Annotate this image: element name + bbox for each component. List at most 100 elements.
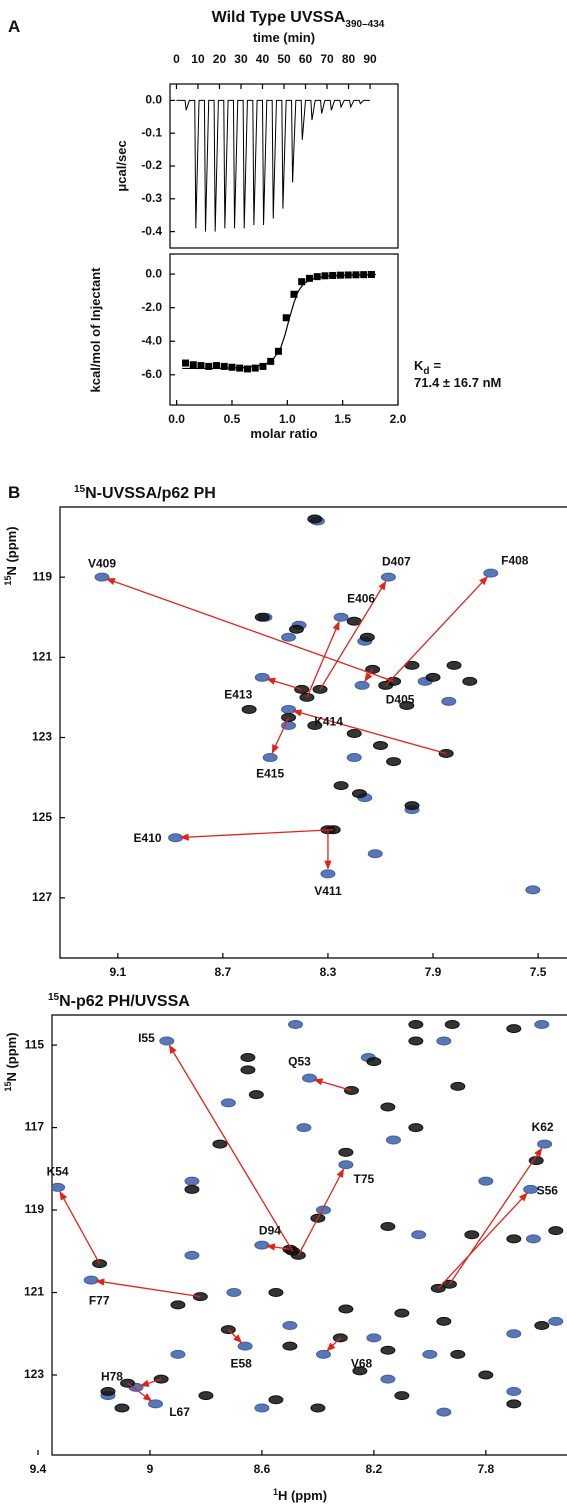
x-tick-label: 9.1 bbox=[109, 965, 126, 979]
bound-peak bbox=[282, 1321, 298, 1331]
shift-arrow bbox=[364, 669, 374, 682]
x-tick-label: 80 bbox=[342, 52, 356, 66]
panel-label: A bbox=[8, 17, 20, 36]
bound-peak bbox=[220, 1098, 236, 1108]
free-peak bbox=[548, 1226, 564, 1236]
data-point bbox=[205, 362, 213, 370]
x-label-superscript: 1 bbox=[273, 1487, 278, 1497]
free-peak bbox=[462, 676, 478, 686]
bound-peak bbox=[436, 1407, 452, 1417]
x-tick-label: 30 bbox=[234, 52, 248, 66]
y-label-text: N (ppm) bbox=[4, 526, 19, 575]
bound-peak bbox=[506, 1329, 522, 1339]
y-axis-label: μcal/sec bbox=[114, 140, 129, 191]
chart-title: 15N-p62 PH/UVSSA bbox=[48, 992, 190, 1010]
free-peak bbox=[333, 781, 349, 791]
data-point bbox=[228, 363, 236, 371]
free-peak bbox=[184, 1184, 200, 1194]
x-tick-label: 0 bbox=[173, 52, 180, 66]
free-peak bbox=[100, 1386, 116, 1396]
data-point bbox=[259, 362, 267, 370]
y-tick-label: 0.0 bbox=[145, 266, 162, 280]
shift-arrow bbox=[105, 578, 394, 682]
x-tick-label: 0.5 bbox=[224, 412, 241, 426]
free-peak bbox=[268, 1288, 284, 1298]
y-axis-label: 15N (ppm) bbox=[3, 526, 19, 585]
peak-label: E415 bbox=[256, 767, 284, 781]
data-point bbox=[197, 362, 205, 370]
x-tick-label: 8.7 bbox=[215, 965, 232, 979]
thermogram-trace bbox=[176, 99, 371, 232]
shift-arrow bbox=[271, 717, 290, 754]
plot-frame bbox=[51, 1014, 567, 1456]
free-peak bbox=[352, 1366, 368, 1376]
free-peak bbox=[241, 704, 257, 714]
bound-peak bbox=[315, 1349, 331, 1359]
bound-peak bbox=[262, 753, 278, 763]
peak-label: K54 bbox=[47, 1165, 69, 1179]
peak-label: I55 bbox=[138, 1031, 155, 1045]
data-point bbox=[189, 361, 197, 369]
data-point bbox=[329, 271, 337, 279]
shift-arrow bbox=[297, 1168, 345, 1256]
free-peak bbox=[506, 1234, 522, 1244]
y-tick-label: -0.2 bbox=[141, 158, 162, 172]
y-label-text: N (ppm) bbox=[4, 1032, 19, 1081]
bound-peak bbox=[346, 753, 362, 763]
peak-label: T75 bbox=[354, 1172, 375, 1186]
free-peak bbox=[404, 801, 420, 811]
shift-arrow bbox=[265, 1243, 291, 1251]
bound-peak bbox=[302, 1073, 317, 1083]
x-axis-label: 1H (ppm) bbox=[273, 1487, 327, 1503]
x-tick-label: 8.6 bbox=[254, 1462, 271, 1476]
peak-label: D407 bbox=[382, 554, 411, 568]
free-peak bbox=[212, 1139, 228, 1149]
x-tick-label: 0.0 bbox=[168, 412, 185, 426]
shift-arrow bbox=[319, 580, 387, 690]
shift-arrow bbox=[266, 677, 302, 691]
free-peak bbox=[346, 729, 362, 739]
bound-peak bbox=[168, 833, 184, 843]
free-peak bbox=[425, 672, 441, 682]
plot-area bbox=[181, 270, 376, 373]
shift-arrow bbox=[95, 1278, 201, 1298]
chart-title: 15N-UVSSA/p62 PH bbox=[74, 484, 216, 502]
y-tick-label: 0.0 bbox=[145, 93, 162, 107]
x-tick-label: 20 bbox=[213, 52, 227, 66]
y-tick-label: -0.4 bbox=[141, 224, 162, 238]
bound-peak bbox=[254, 1403, 270, 1413]
data-point bbox=[267, 357, 275, 365]
title-text: Wild Type UVSSA bbox=[212, 9, 346, 26]
bound-peak bbox=[170, 1349, 186, 1359]
plot-area bbox=[94, 514, 541, 895]
bound-peak bbox=[548, 1316, 564, 1326]
peak-label: K414 bbox=[314, 715, 343, 729]
bound-peak bbox=[385, 1135, 401, 1145]
y-label-superscript: 15 bbox=[3, 1082, 13, 1092]
data-point bbox=[367, 270, 375, 278]
title-text: N-p62 PH/UVSSA bbox=[59, 993, 190, 1010]
x-axis-label: time (min) bbox=[253, 30, 315, 45]
x-axis-label: molar ratio bbox=[250, 426, 317, 441]
peak-label: E410 bbox=[134, 831, 162, 845]
free-peak bbox=[248, 1090, 264, 1100]
bound-peak bbox=[354, 680, 370, 690]
kd-symbol: K bbox=[414, 358, 424, 373]
x-tick-label: 1.5 bbox=[334, 412, 351, 426]
x-tick-label: 2.0 bbox=[390, 412, 407, 426]
y-tick-label: 127 bbox=[32, 890, 52, 904]
free-peak bbox=[351, 789, 367, 799]
bound-peak bbox=[237, 1341, 253, 1351]
free-peak bbox=[268, 1395, 284, 1405]
y-tick-label: -0.3 bbox=[141, 191, 162, 205]
free-peak bbox=[240, 1065, 256, 1075]
data-point bbox=[220, 362, 228, 370]
bound-peak bbox=[296, 1123, 312, 1133]
bound-peak bbox=[380, 1374, 396, 1384]
free-peak bbox=[338, 1147, 354, 1157]
shift-arrow bbox=[448, 1147, 543, 1285]
kd-subscript: d bbox=[423, 366, 429, 377]
plot-area bbox=[176, 99, 371, 232]
bound-peak bbox=[366, 1333, 382, 1343]
bound-peak bbox=[537, 1139, 553, 1149]
